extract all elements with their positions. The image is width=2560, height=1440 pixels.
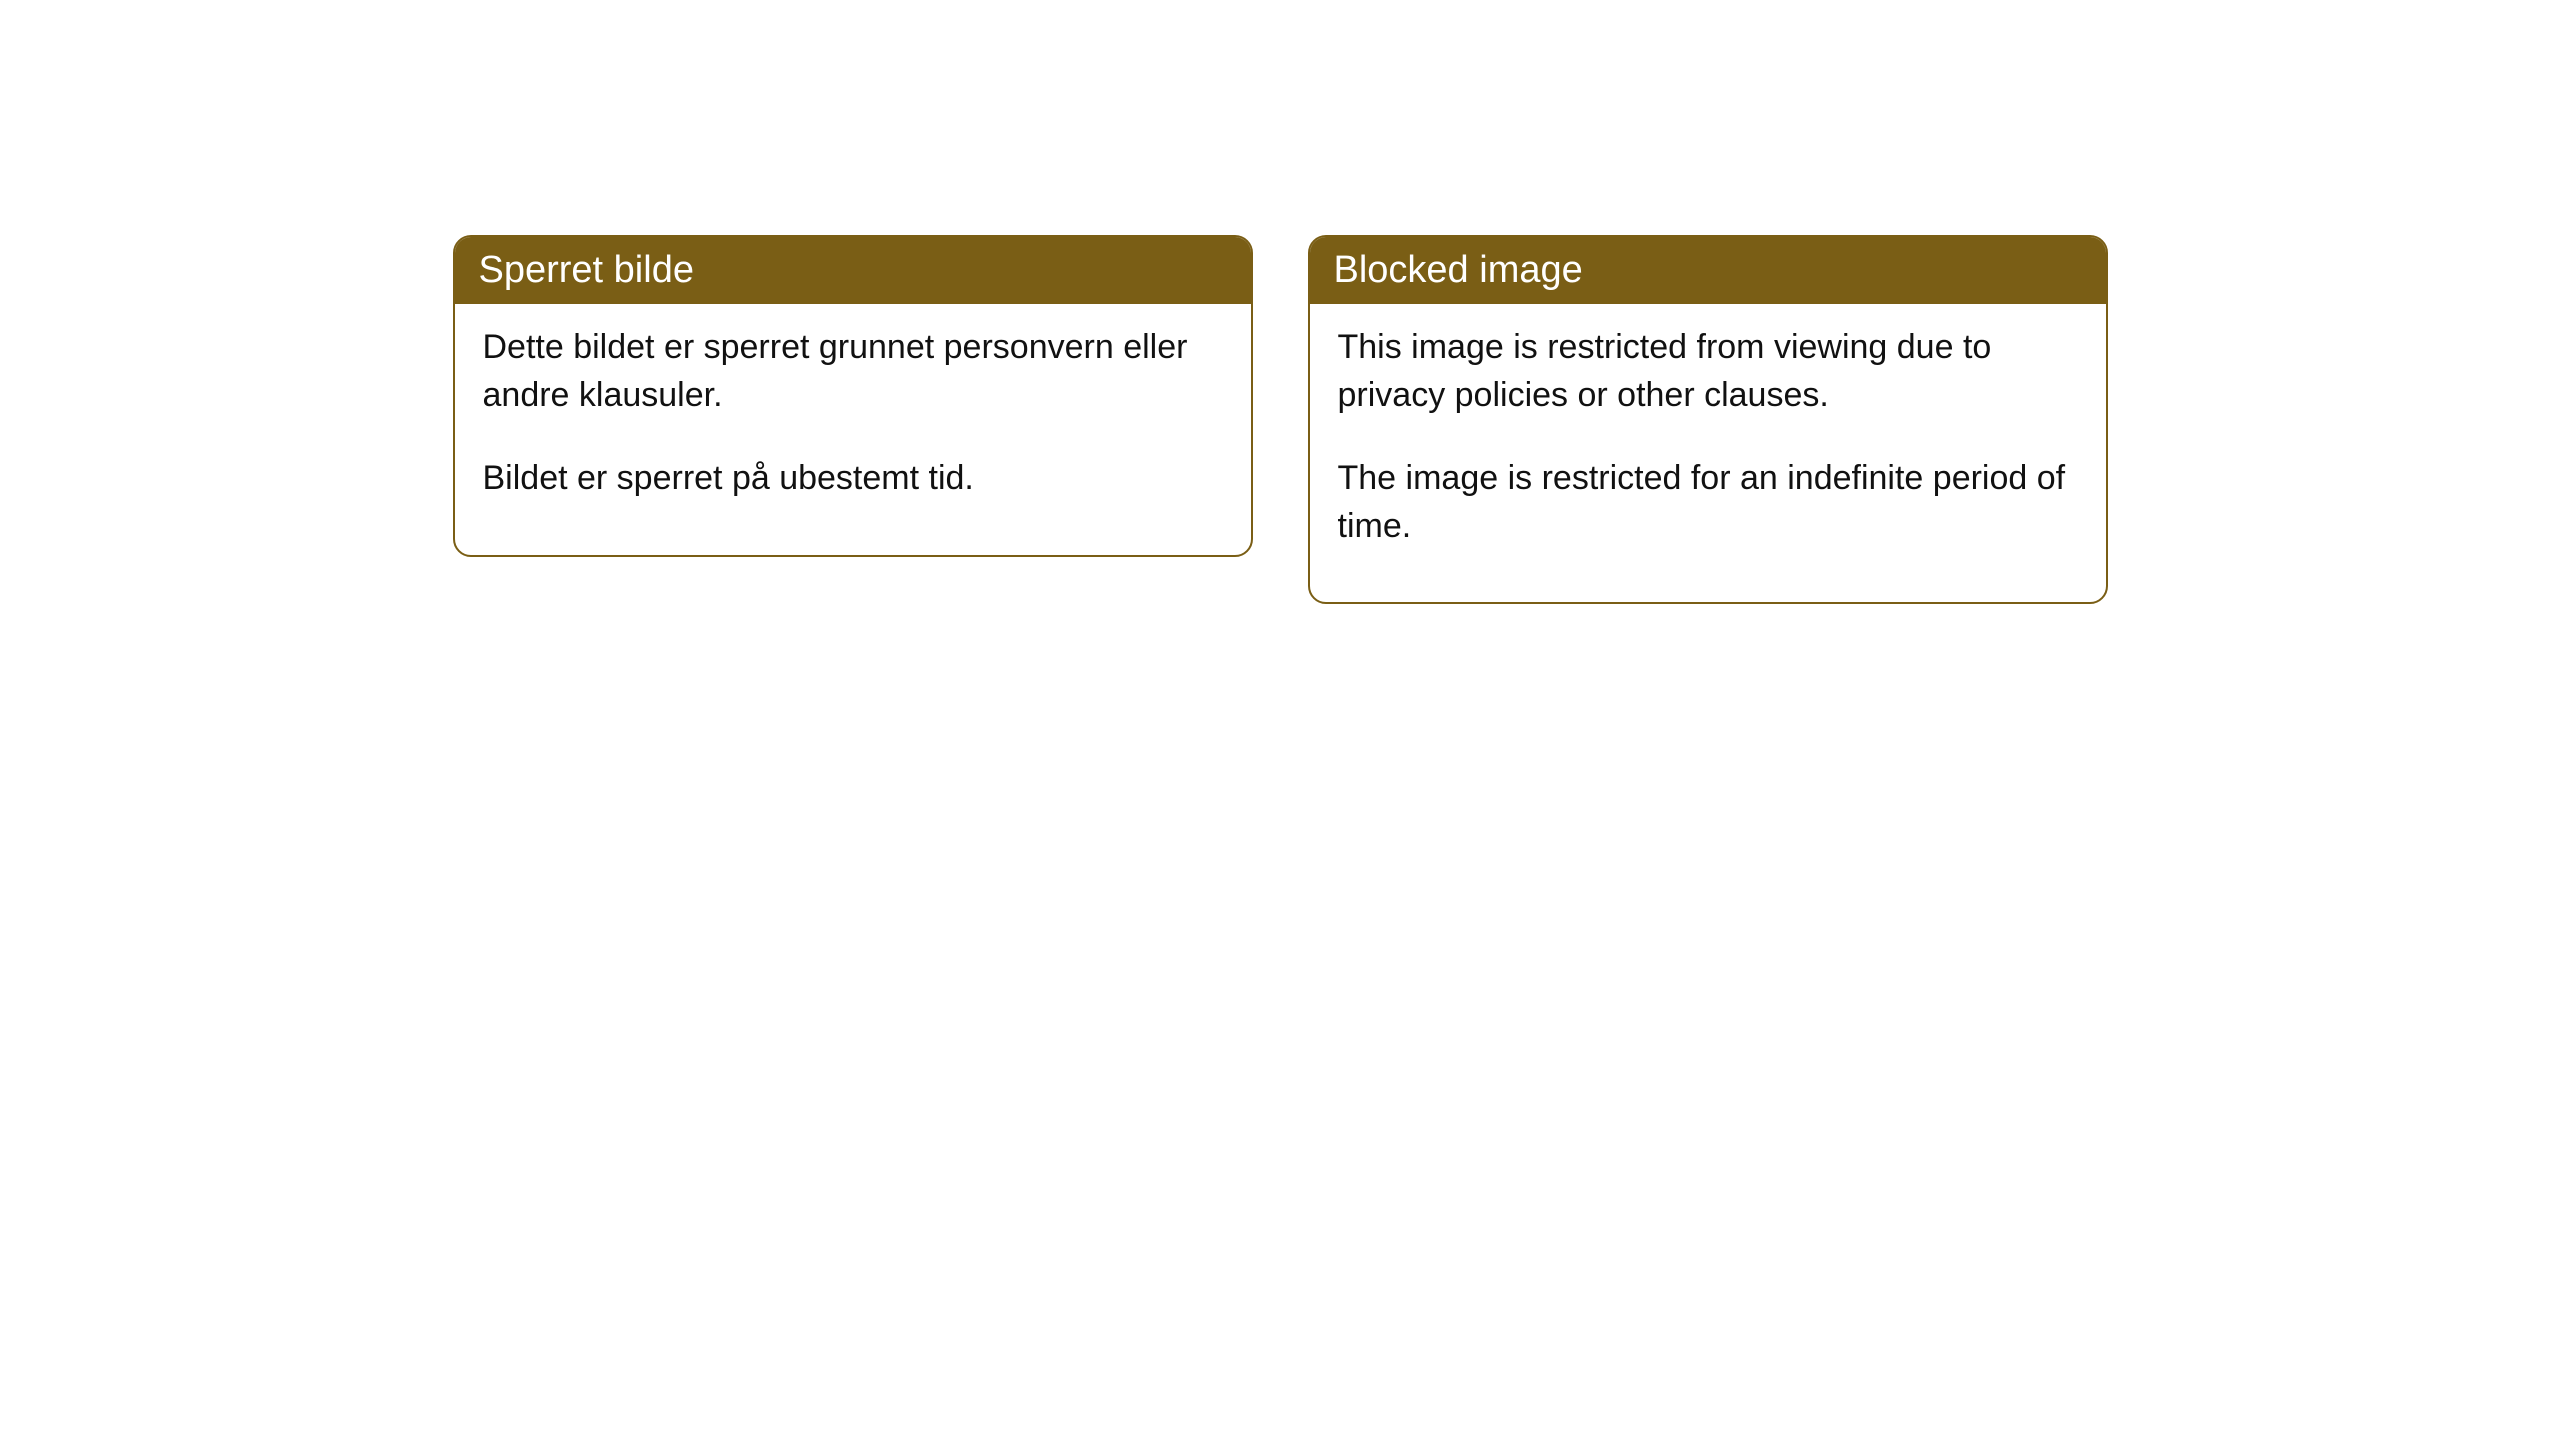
notice-header-norwegian: Sperret bilde — [455, 237, 1251, 304]
notice-paragraph: The image is restricted for an indefinit… — [1338, 455, 2078, 550]
notice-paragraph: This image is restricted from viewing du… — [1338, 324, 2078, 419]
notice-card-norwegian: Sperret bilde Dette bildet er sperret gr… — [453, 235, 1253, 557]
notice-paragraph: Dette bildet er sperret grunnet personve… — [483, 324, 1223, 419]
notice-paragraph: Bildet er sperret på ubestemt tid. — [483, 455, 1223, 503]
notice-header-english: Blocked image — [1310, 237, 2106, 304]
notice-title-norwegian: Sperret bilde — [479, 249, 694, 291]
notice-card-english: Blocked image This image is restricted f… — [1308, 235, 2108, 604]
notice-title-english: Blocked image — [1334, 249, 1583, 291]
notice-body-english: This image is restricted from viewing du… — [1310, 304, 2106, 602]
notice-body-norwegian: Dette bildet er sperret grunnet personve… — [455, 304, 1251, 555]
